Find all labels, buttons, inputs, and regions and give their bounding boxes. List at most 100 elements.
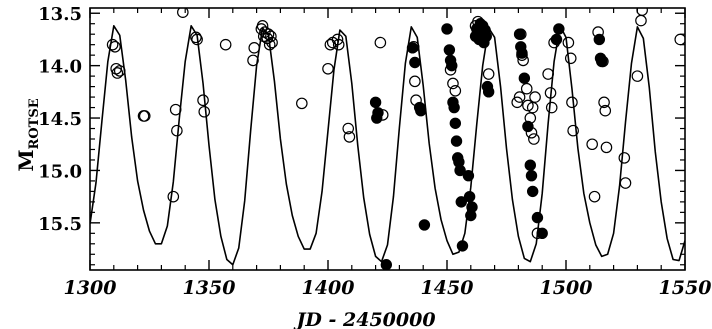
filled-data-point — [553, 23, 565, 35]
y-tick-label: 14.5 — [38, 109, 82, 130]
open-data-point — [109, 40, 121, 53]
open-data-point — [322, 62, 334, 75]
filled-data-point — [449, 117, 462, 129]
open-data-point — [542, 68, 554, 80]
filled-data-point — [380, 259, 393, 270]
filled-data-point — [536, 227, 548, 240]
open-data-point — [113, 65, 126, 77]
open-data-point — [545, 101, 558, 114]
open-data-point — [511, 96, 524, 109]
axes: 1300 1350 1400 1450 1500 1550 13.5 14.0 14.5 15.0… — [38, 4, 711, 299]
open-data-point — [106, 38, 119, 51]
filled-data-point — [480, 30, 492, 42]
open-data-point — [564, 52, 577, 65]
filled-data-point — [596, 55, 608, 68]
filled-data-point — [441, 23, 453, 35]
open-data-point — [219, 38, 232, 51]
filled-data-point — [526, 185, 539, 198]
filled-data-point — [450, 135, 463, 147]
filled-data-point — [593, 33, 606, 46]
filled-data-point — [372, 107, 384, 119]
open-data-point — [520, 82, 533, 95]
y-tick-label: 13.5 — [38, 4, 82, 25]
x-tick-label: 1400 — [302, 277, 355, 299]
model-light-curve — [90, 25, 685, 266]
open-data-point — [374, 36, 387, 49]
open-data-point — [248, 42, 261, 54]
filled-data-point — [463, 190, 476, 203]
open-data-point — [190, 31, 202, 44]
filled-data-point — [418, 219, 431, 231]
filled-data-point — [409, 56, 421, 69]
x-tick-label: 1550 — [659, 277, 712, 299]
filled-data-point — [522, 120, 534, 133]
open-data-point — [528, 133, 540, 145]
open-data-point — [586, 138, 598, 151]
open-data-point — [111, 67, 124, 79]
filled-data-point — [456, 240, 469, 252]
filled-data-point — [462, 169, 475, 182]
open-data-point — [635, 14, 647, 27]
open-data-point — [447, 77, 459, 90]
open-data-point — [167, 190, 180, 203]
x-tick-label: 1300 — [64, 277, 117, 299]
filled-data-point — [524, 159, 536, 171]
open-data-point — [266, 36, 278, 49]
open-data-point — [562, 36, 575, 49]
filled-data-point — [415, 105, 427, 117]
open-data-point — [198, 105, 211, 118]
x-tick-label: 1350 — [183, 277, 236, 299]
open-data-point — [343, 131, 356, 143]
open-data-point — [482, 68, 495, 80]
open-data-point — [247, 54, 259, 67]
open-data-point — [599, 104, 612, 117]
open-data-point — [631, 70, 644, 82]
open-data-point — [449, 84, 462, 97]
open-data-point — [197, 94, 209, 107]
filled-data-point — [454, 164, 466, 177]
filled-data-point — [448, 101, 460, 114]
open-data-point — [177, 8, 189, 18]
open-data-point — [544, 87, 557, 99]
y-axis-label: MROTSE — [14, 98, 42, 171]
filled-data-point — [406, 42, 419, 54]
y-tick-label: 15.0 — [38, 161, 82, 182]
open-data-point — [265, 30, 277, 43]
filled-data-point — [443, 44, 456, 56]
open-data-point — [171, 124, 183, 137]
open-data-point — [342, 122, 355, 135]
open-data-point — [600, 141, 613, 154]
open-data-point — [191, 33, 203, 46]
x-tick-label: 1500 — [540, 277, 593, 299]
filled-data-point — [531, 211, 544, 224]
filled-data-point — [550, 33, 563, 46]
open-data-point — [529, 91, 541, 103]
filled-data-point — [518, 72, 531, 84]
filled-data-point — [513, 28, 526, 40]
filled-data-point — [369, 96, 382, 109]
open-data-point — [409, 75, 421, 88]
filled-data-point — [466, 201, 478, 213]
plot-frame — [89, 7, 686, 271]
filled-data-point — [516, 47, 528, 59]
open-data-point — [636, 8, 648, 16]
filled-data-point — [482, 86, 495, 98]
open-data-point — [567, 124, 579, 137]
plot-content — [90, 8, 685, 270]
open-data-point — [331, 33, 344, 46]
open-data-point — [332, 38, 345, 51]
open-data-point — [566, 96, 578, 109]
open-data-point — [263, 38, 276, 51]
open-data-point — [618, 152, 631, 164]
y-tick-label: 14.0 — [38, 57, 82, 78]
open-data-point — [674, 33, 685, 46]
filled-data-point — [455, 196, 467, 208]
x-axis-label: JD - 2450000 — [293, 309, 435, 329]
open-data-point — [296, 97, 308, 110]
x-tick-label: 1450 — [421, 277, 474, 299]
filled-data-point — [446, 59, 458, 72]
y-tick-label: 15.5 — [38, 214, 82, 235]
open-data-point — [598, 96, 610, 109]
open-data-point — [619, 177, 632, 189]
